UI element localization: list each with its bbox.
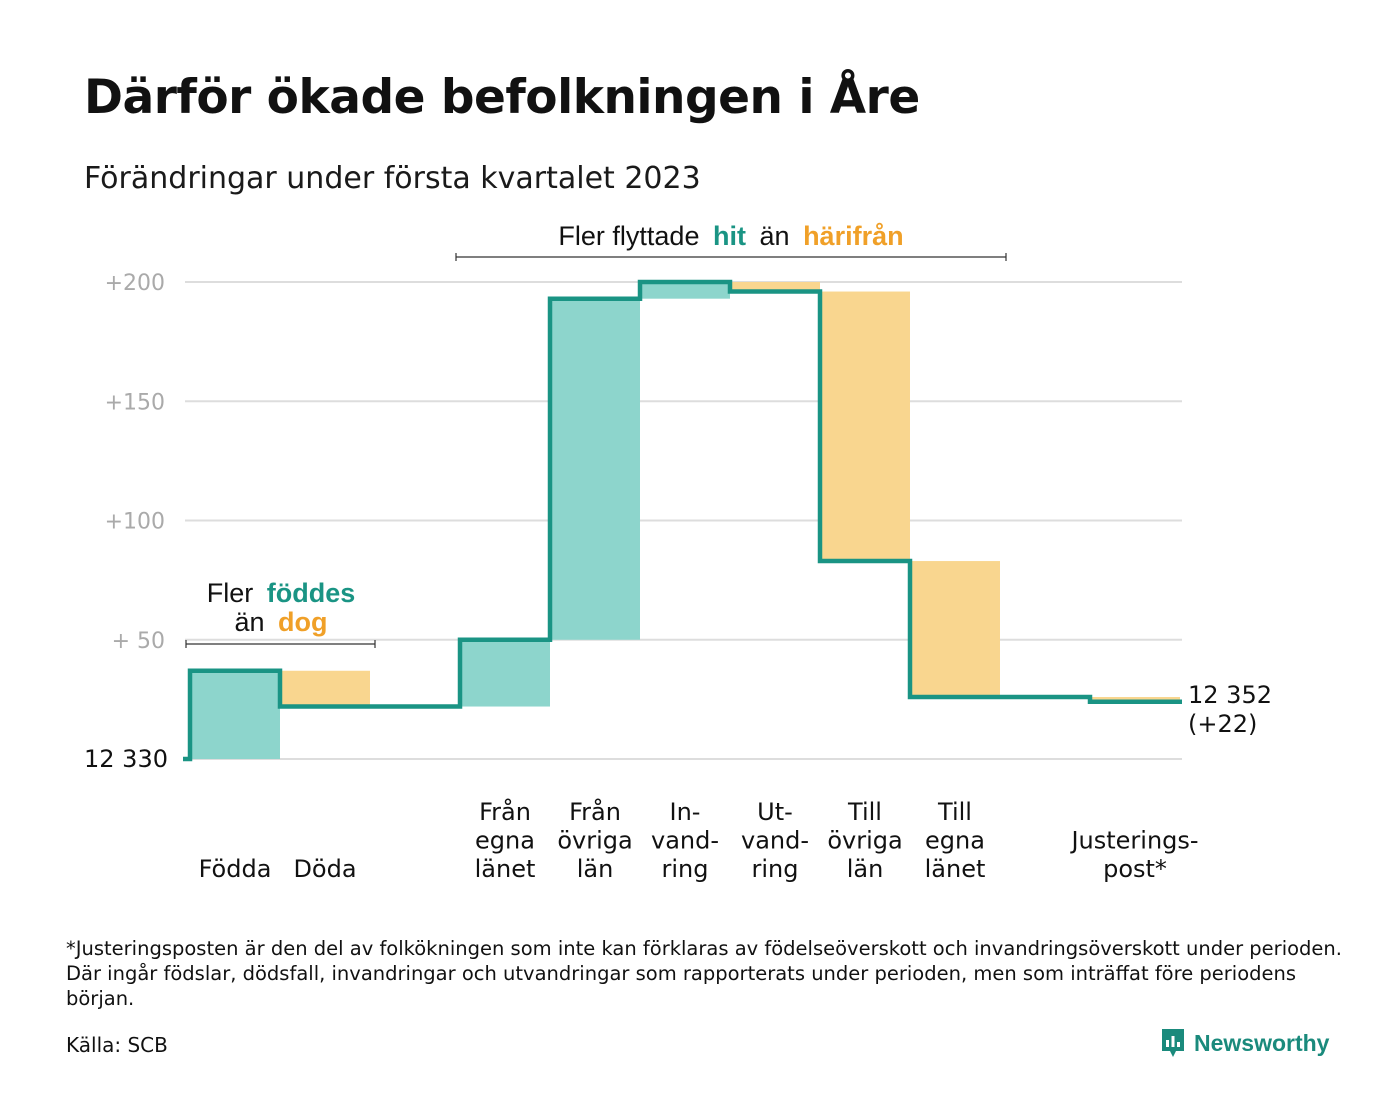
x-axis-labels: Födda DödaFrånegnalänetFrånövrigalänIn-va… [199, 797, 1199, 883]
migration-text-2: än [760, 221, 790, 251]
births-annotation: Fler föddes än dog [185, 578, 376, 648]
waterfall-bar [640, 282, 730, 299]
footnote: *Justeringsposten är den del av folkökni… [66, 937, 1342, 1010]
source-label: Källa: SCB [66, 1033, 168, 1057]
newsworthy-icon [1162, 1029, 1184, 1057]
x-axis-label: In- [670, 798, 701, 826]
x-axis-label: egna [475, 827, 535, 855]
x-axis-label: vand- [741, 827, 809, 855]
x-axis-label: Ut- [757, 798, 793, 826]
cumulative-step-line [183, 279, 1182, 762]
gridlines [185, 281, 1182, 760]
x-axis-label: Döda [293, 855, 356, 883]
x-axis-label: länet [475, 855, 536, 883]
y-tick-label: +100 [105, 510, 165, 535]
x-axis-label: övriga [557, 827, 632, 855]
x-axis-label: län [577, 855, 614, 883]
migration-highlight-1: hit [713, 221, 746, 251]
x-axis-label: Födda [199, 855, 272, 883]
svg-text:än dog: än dog [234, 607, 327, 637]
migration-text-1: Fler flyttade [558, 221, 699, 251]
waterfall-bar [190, 670, 280, 759]
y-tick-label: +150 [105, 390, 165, 415]
waterfall-bar [550, 298, 640, 640]
births-highlight-1: föddes [267, 578, 356, 608]
svg-text:Fler föddes: Fler föddes [207, 578, 356, 608]
y-axis-ticks: +200 +150 +100 + 50 [105, 271, 165, 654]
waterfall-bar [280, 670, 370, 707]
x-axis-label: egna [925, 827, 985, 855]
start-value-label: 12 330 [84, 745, 168, 773]
x-axis-label: övriga [827, 827, 902, 855]
x-axis-label: län [847, 855, 884, 883]
chart-title: Därför ökade befolkningen i Åre [84, 70, 920, 125]
bars [190, 282, 1180, 759]
x-axis-label: post* [1103, 855, 1167, 883]
x-axis-label: Till [847, 798, 882, 826]
brand-logo[interactable]: Newsworthy [1160, 1027, 1329, 1059]
brand-name: Newsworthy [1194, 1029, 1330, 1056]
end-change-label: (+22) [1188, 710, 1257, 738]
births-text-1: Fler [207, 578, 254, 608]
births-text-2: än [234, 607, 264, 637]
births-highlight-2: dog [278, 607, 327, 637]
waterfall-bar [460, 639, 550, 707]
y-tick-label: + 50 [112, 629, 165, 654]
y-tick-label: +200 [105, 271, 165, 296]
chart-subtitle: Förändringar under första kvartalet 2023 [84, 161, 701, 196]
waterfall-chart: +200+150+100+ 50 Födda DödaFrånegnalänetF… [84, 221, 1272, 883]
waterfall-bar [1090, 696, 1180, 702]
waterfall-bar [730, 282, 820, 292]
x-axis-label: länet [925, 855, 986, 883]
x-axis-label: Till [937, 798, 972, 826]
x-axis-label: ring [752, 855, 799, 883]
migration-highlight-2: härifrån [803, 221, 904, 251]
cumulative-line [183, 279, 1182, 762]
x-axis-label: Från [479, 797, 531, 826]
end-value-label: 12 352 [1188, 681, 1272, 709]
x-axis-label: Från [569, 797, 621, 826]
waterfall-bar [910, 561, 1000, 697]
waterfall-bar [820, 291, 910, 562]
x-axis-label: vand- [651, 827, 719, 855]
x-axis-label: Justerings- [1069, 827, 1198, 855]
x-axis-label: ring [662, 855, 709, 883]
svg-text:Fler flyttade hit: Fler flyttade hit än härifrån [558, 221, 903, 251]
migration-annotation: Fler flyttade hit än härifrån [455, 221, 1007, 261]
